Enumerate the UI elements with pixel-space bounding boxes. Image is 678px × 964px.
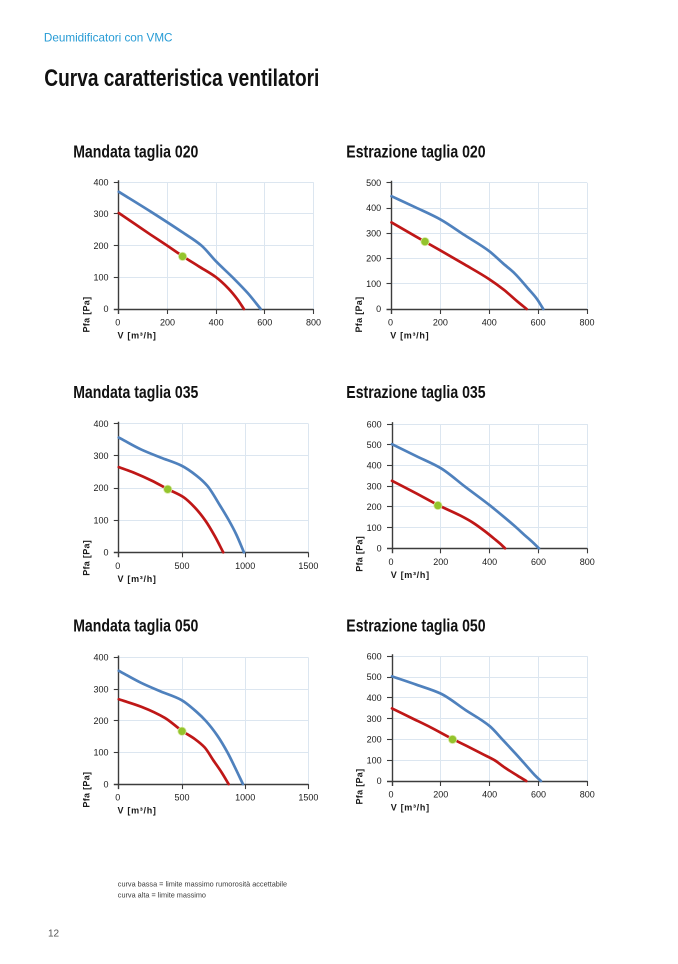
svg-text:200: 200 [93,483,108,493]
svg-text:V [m³/h]: V [m³/h] [391,803,430,813]
svg-text:12: 12 [48,928,60,939]
svg-text:V [m³/h]: V [m³/h] [391,570,430,580]
svg-text:Mandata taglia 020: Mandata taglia 020 [73,143,198,162]
svg-text:0: 0 [115,561,120,571]
svg-text:800: 800 [306,318,321,328]
svg-text:400: 400 [93,419,108,429]
svg-text:400: 400 [367,693,382,703]
svg-text:0: 0 [388,318,393,328]
svg-text:200: 200 [433,318,448,328]
svg-text:300: 300 [367,481,382,491]
svg-text:Pfa [Pa]: Pfa [Pa] [355,769,365,805]
svg-text:800: 800 [580,557,595,567]
svg-text:500: 500 [174,793,189,803]
svg-text:curva alta = limite massimo: curva alta = limite massimo [118,890,206,899]
svg-text:200: 200 [367,735,382,745]
svg-text:curva bassa = limite massimo r: curva bassa = limite massimo rumorosità … [118,879,287,888]
svg-text:200: 200 [367,502,382,512]
svg-text:Estrazione taglia 020: Estrazione taglia 020 [346,143,485,162]
svg-text:V [m³/h]: V [m³/h] [390,331,429,341]
svg-text:100: 100 [93,748,108,758]
svg-text:300: 300 [93,209,108,219]
svg-text:400: 400 [482,790,497,800]
svg-text:200: 200 [366,254,381,264]
svg-text:0: 0 [103,548,108,558]
svg-text:600: 600 [367,419,382,429]
svg-text:V [m³/h]: V [m³/h] [118,806,157,816]
svg-text:100: 100 [93,273,108,283]
svg-text:0: 0 [115,318,120,328]
svg-text:200: 200 [433,557,448,567]
svg-text:100: 100 [367,523,382,533]
svg-text:0: 0 [376,304,381,314]
svg-text:800: 800 [580,790,595,800]
svg-text:600: 600 [531,790,546,800]
svg-text:100: 100 [367,755,382,765]
svg-text:Pfa [Pa]: Pfa [Pa] [355,536,365,572]
svg-text:Mandata taglia 050: Mandata taglia 050 [73,617,198,636]
svg-text:0: 0 [377,544,382,554]
svg-text:400: 400 [209,318,224,328]
svg-text:Pfa [Pa]: Pfa [Pa] [81,297,91,333]
svg-text:500: 500 [366,178,381,188]
svg-text:1000: 1000 [235,561,255,571]
svg-text:400: 400 [366,203,381,213]
svg-text:0: 0 [103,304,108,314]
svg-text:400: 400 [367,461,382,471]
svg-text:Deumidificatori con VMC: Deumidificatori con VMC [44,32,173,45]
svg-text:800: 800 [579,318,594,328]
svg-text:Pfa [Pa]: Pfa [Pa] [81,772,91,808]
svg-text:600: 600 [531,557,546,567]
svg-text:500: 500 [367,672,382,682]
svg-text:300: 300 [367,714,382,724]
svg-text:500: 500 [367,440,382,450]
svg-text:0: 0 [115,793,120,803]
svg-text:1500: 1500 [298,561,318,571]
svg-text:V [m³/h]: V [m³/h] [118,331,157,341]
svg-text:600: 600 [367,651,382,661]
svg-text:100: 100 [93,515,108,525]
svg-text:600: 600 [531,318,546,328]
svg-text:Pfa [Pa]: Pfa [Pa] [81,540,91,576]
svg-text:300: 300 [93,451,108,461]
svg-text:0: 0 [388,790,393,800]
svg-text:200: 200 [433,790,448,800]
svg-text:Mandata taglia 035: Mandata taglia 035 [73,384,198,403]
svg-text:0: 0 [103,779,108,789]
svg-text:400: 400 [482,318,497,328]
svg-text:300: 300 [93,684,108,694]
svg-text:600: 600 [257,318,272,328]
svg-text:200: 200 [160,318,175,328]
svg-text:0: 0 [388,557,393,567]
svg-text:300: 300 [366,228,381,238]
svg-text:0: 0 [377,776,382,786]
svg-text:400: 400 [93,653,108,663]
svg-text:100: 100 [366,279,381,289]
svg-text:Pfa [Pa]: Pfa [Pa] [354,297,364,333]
svg-text:400: 400 [482,557,497,567]
svg-text:200: 200 [93,241,108,251]
svg-text:Estrazione taglia 035: Estrazione taglia 035 [346,384,485,403]
svg-text:1500: 1500 [298,793,318,803]
svg-text:Curva caratteristica ventilato: Curva caratteristica ventilatori [44,64,319,92]
svg-text:400: 400 [93,178,108,188]
svg-text:500: 500 [174,561,189,571]
svg-text:200: 200 [93,716,108,726]
svg-text:Estrazione taglia 050: Estrazione taglia 050 [346,617,485,636]
svg-text:1000: 1000 [235,793,255,803]
svg-text:V [m³/h]: V [m³/h] [118,574,157,584]
